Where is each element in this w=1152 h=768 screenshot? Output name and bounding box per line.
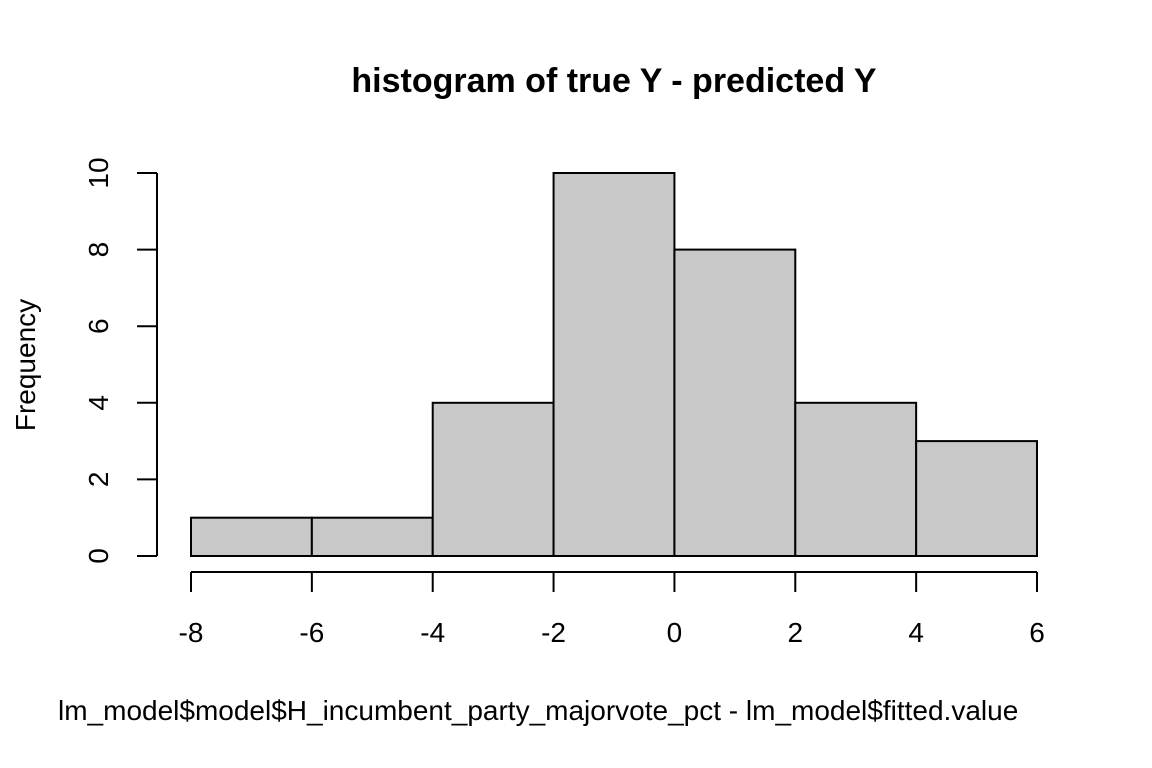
histogram-bar [673, 248, 797, 557]
x-tick-label: 0 [667, 617, 683, 648]
x-axis-label: lm_model$model$H_incumbent_party_majorvo… [58, 695, 1018, 726]
y-axis-label: Frequency [10, 299, 41, 431]
y-tick-label: 2 [83, 472, 114, 488]
y-tick-label: 0 [83, 548, 114, 564]
x-tick-label: -8 [179, 617, 204, 648]
x-tick-label: 4 [908, 617, 924, 648]
x-tick-label: -4 [420, 617, 445, 648]
x-axis: -8 -6 -4 -2 0 2 4 6 [179, 571, 1045, 648]
y-axis: 0 2 4 6 8 10 [83, 157, 158, 564]
histogram-bar [431, 401, 555, 557]
bars [190, 172, 1039, 558]
x-tick-label: 2 [787, 617, 803, 648]
histogram-bar [190, 516, 313, 558]
x-tick-label: 6 [1029, 617, 1045, 648]
y-tick-label: 8 [83, 242, 114, 258]
y-tick-label: 6 [83, 318, 114, 334]
chart-title: histogram of true Y - predicted Y [351, 62, 877, 100]
histogram-bar [310, 516, 434, 558]
x-tick-label: -6 [299, 617, 324, 648]
y-tick-label: 4 [83, 395, 114, 411]
y-tick-label: 10 [83, 157, 114, 188]
histogram-bar [794, 401, 918, 557]
histogram-bar [552, 172, 676, 557]
histogram-bar [915, 440, 1039, 558]
x-tick-label: -2 [541, 617, 566, 648]
